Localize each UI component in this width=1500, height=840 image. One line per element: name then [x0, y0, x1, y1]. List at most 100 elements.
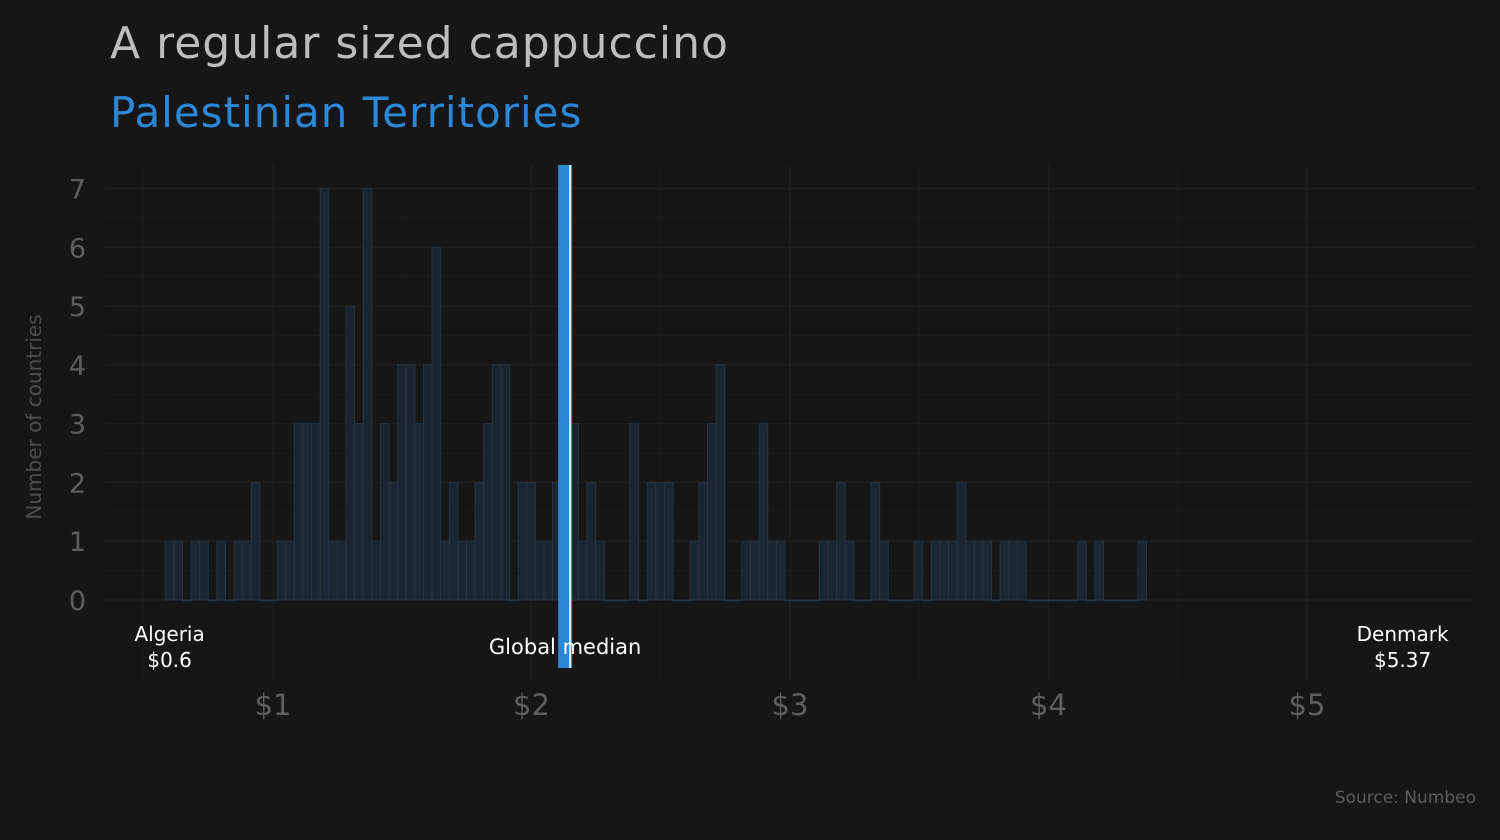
histogram-bar [509, 599, 519, 602]
histogram-bar [620, 599, 631, 602]
histogram-bar [595, 540, 605, 601]
histogram-bar [242, 540, 252, 601]
histogram-bar [741, 540, 752, 601]
annotation-value: $5.37 [1374, 648, 1431, 672]
histogram-bar [689, 540, 700, 601]
histogram-bar [250, 481, 261, 601]
annotation-label: Denmark [1357, 622, 1449, 646]
histogram-bar [1008, 540, 1018, 601]
histogram-bar [956, 481, 967, 601]
histogram-bar [922, 599, 932, 602]
histogram-bar [302, 423, 313, 601]
histogram-bar [612, 599, 622, 602]
highlight-bar [558, 165, 573, 668]
y-tick-label: 4 [69, 351, 86, 382]
histogram-bar [879, 540, 889, 601]
histogram-bar [483, 423, 493, 601]
y-tick-label: 5 [69, 292, 86, 323]
histogram-bar [354, 423, 364, 601]
axes: 0 1 2 3 4 5 6 7 $1 $2 $3 $4 $5 Number of countries [22, 175, 1325, 722]
x-tick-label: $4 [1030, 688, 1067, 722]
histogram-bar [793, 599, 803, 602]
histogram-bar [707, 423, 717, 601]
histogram-bar [1102, 599, 1113, 602]
histogram-bar [655, 481, 665, 601]
histogram-bar [965, 540, 975, 601]
histogram-bar [853, 599, 863, 602]
x-tick-label: $1 [255, 688, 292, 722]
histogram-bar [844, 540, 855, 601]
grid-lines [105, 165, 1475, 680]
histogram-bar [715, 364, 726, 601]
histogram-bar [388, 481, 399, 601]
chart-title: A regular sized cappuccino [110, 18, 729, 69]
histogram-bar [767, 540, 777, 601]
histogram-bar [379, 423, 390, 601]
histogram-bar [181, 599, 192, 602]
histogram-bar [784, 599, 795, 602]
histogram-bar [1042, 599, 1053, 602]
histogram-bar [371, 540, 381, 601]
histogram-bar [577, 540, 588, 601]
histogram-bar [543, 540, 554, 601]
histogram-bar [775, 540, 786, 601]
histogram-bar [913, 540, 924, 601]
histogram-bar [1051, 599, 1061, 602]
histogram-bar [431, 246, 442, 601]
histogram-bar [896, 599, 906, 602]
histogram-bar [638, 599, 648, 602]
y-tick-label: 0 [69, 586, 86, 617]
histogram-bar [827, 540, 838, 601]
histogram-bar [491, 364, 502, 601]
chart-subtitle: Palestinian Territories [110, 88, 583, 137]
histogram-bar [732, 599, 743, 602]
histogram-bar [397, 364, 407, 601]
histogram-bar [414, 423, 424, 601]
histogram-bar [836, 481, 846, 601]
histogram-bar [982, 540, 993, 601]
histogram-bar [224, 599, 235, 602]
histogram-bar [1016, 540, 1027, 601]
histogram-bar [681, 599, 691, 602]
histogram-bar [750, 540, 760, 601]
histogram-bar [1111, 599, 1122, 602]
histogram-bar [1068, 599, 1079, 602]
histogram-bar [1085, 599, 1096, 602]
histogram-bar [1077, 540, 1087, 601]
histogram-bar [526, 481, 536, 601]
histogram-bar [948, 540, 958, 601]
histogram-bar [336, 540, 347, 601]
histogram-bar [457, 540, 467, 601]
histogram-bar [293, 423, 304, 601]
histogram-bar [173, 540, 183, 601]
histogram-bar [199, 540, 209, 601]
histogram-bar [698, 481, 709, 601]
histogram-bar [276, 540, 287, 601]
histogram-bar [1034, 599, 1044, 602]
y-tick-label: 6 [69, 233, 86, 264]
histogram-bar [190, 540, 201, 601]
histogram-bar [663, 481, 674, 601]
histogram-bar [474, 481, 485, 601]
histogram-bar [1059, 599, 1070, 602]
histogram-bar [422, 364, 433, 601]
annotation-label: Algeria [134, 622, 204, 646]
y-tick-label: 3 [69, 410, 86, 441]
histogram-bar [758, 423, 769, 601]
histogram-bar [870, 481, 881, 601]
histogram-bar [500, 364, 511, 601]
histogram-bar [259, 599, 270, 602]
histogram-bars [164, 188, 1148, 602]
x-tick-label: $3 [772, 688, 809, 722]
histogram-bar [362, 188, 373, 601]
median-label: Global median [489, 635, 641, 659]
y-tick-label: 7 [69, 175, 86, 206]
annotation-value: $0.6 [147, 648, 192, 672]
annotations: Algeria$0.6 Global median Denmark$5.37 [134, 622, 1449, 672]
histogram-bar [268, 599, 278, 602]
source-note: Source: Numbeo [1334, 788, 1476, 808]
histogram-bar [1120, 599, 1130, 602]
histogram-bar [586, 481, 597, 601]
highlight-marker [558, 165, 573, 668]
histogram-bar [861, 599, 872, 602]
